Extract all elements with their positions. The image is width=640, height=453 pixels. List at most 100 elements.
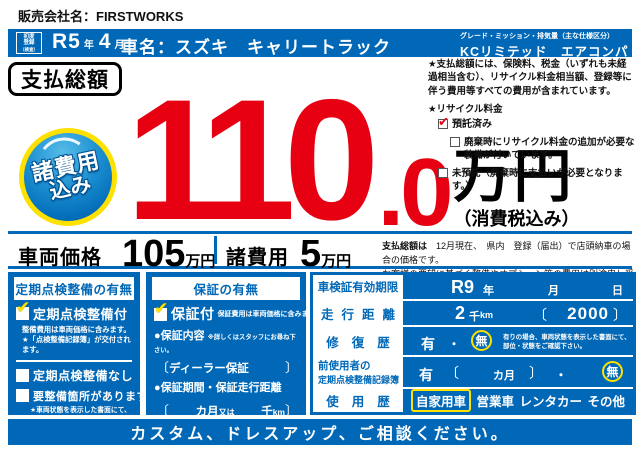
checkbox-maintenance-needed[interactable]: [16, 389, 29, 403]
price-decimal: .0: [377, 139, 453, 247]
badge-line: 初度: [23, 34, 35, 40]
registration-date: R5 年 4 月: [52, 30, 130, 54]
inspection-expiry-label: 車検証有効期限: [313, 275, 403, 299]
vehicle-price-value: 105万円: [122, 235, 215, 273]
warranty-km: 千: [261, 406, 273, 418]
red-check-icon: ✔: [438, 114, 449, 130]
warranty-content-note: ※詳しくはスタッフにお尋ね下さい。: [154, 334, 296, 354]
maintenance-title: 定期点検整備の有無: [14, 277, 134, 300]
price-note1: 12月現在、 県内 登録（届出）で店頭納車の場合の価格です。: [382, 241, 631, 265]
maintenance-note: 整備費用は車両価格に含みます。: [22, 325, 131, 334]
badge-line: 登録: [23, 40, 35, 47]
reg-era: R5: [52, 30, 81, 53]
grade-value: KCリミテッド エアコンパワステ: [460, 45, 629, 78]
inspection-year-unit: 年: [483, 285, 494, 297]
mileage-unit-sub: km: [480, 310, 494, 320]
yellow-check-icon: ✔: [154, 298, 169, 318]
bracket: 〕: [284, 360, 298, 375]
usage-history-value: 自家用車 営業車 レンタカー その他: [403, 389, 633, 412]
checkbox-not-deposited[interactable]: [438, 167, 448, 178]
recycle-deposited-option: ✔ 預託済み: [428, 114, 636, 132]
grade-block: グレード・ミッション・排気量（主な仕様区分） KCリミテッド エアコンパワステ: [460, 31, 632, 79]
divider: [214, 236, 217, 264]
fees-unit: 万円: [321, 253, 352, 270]
maintenance-needed-option: 要整備箇所があります: [16, 388, 148, 404]
maintenance-without-label: 定期点検整備なし: [33, 368, 134, 383]
total-price-notes: ★支払総額には、保険料、税金（いずれも未経過相当含む）、リサイクル料金相当額、登…: [428, 58, 636, 197]
bracket: 〕: [285, 403, 299, 418]
reg-month-unit: 月: [114, 40, 125, 51]
fees-included-badge: 諸費用 込み: [15, 124, 121, 230]
checkbox-warranty-with[interactable]: ✔: [154, 299, 168, 321]
add-equipment-label: 廃棄時にリサイクル料金の追加が必要な装備が付いています。: [464, 137, 635, 162]
repair-note: 有りの場合、車両状態を表示した書面にて、 部位・状態をご確認下さい。: [503, 333, 635, 352]
checkbox-maintenance-without[interactable]: [16, 368, 29, 382]
inspection-expiry-row: 車検証有効期限 R9 年 月 日: [313, 275, 633, 301]
divider: [8, 231, 632, 234]
dealer-name: 販売会社名：FIRSTWORKS: [18, 9, 184, 24]
mileage-number: 2: [455, 303, 466, 323]
reg-era-unit: 年: [83, 40, 94, 51]
mileage-row: 走行距離 2 千 km 〔 2000 〕: [313, 301, 633, 327]
bracket: 〔: [156, 360, 170, 375]
record-no-selected: 無: [602, 361, 623, 382]
maintenance-without-option: 定期点検整備なし: [16, 367, 134, 384]
usage-history-row: 使用歴 自家用車 営業車 レンタカー その他: [313, 389, 633, 412]
bracket: 〔: [156, 403, 170, 418]
record-months: カ月: [493, 370, 515, 382]
maintenance-with-option: ✔ 定期点検整備付: [16, 298, 132, 323]
maintenance-record-value: 有 〔 カ月 〕 ・ 無: [403, 357, 633, 387]
repair-note-line: 部位・状態をご確認下さい。: [503, 343, 587, 351]
inspection-era: R9: [451, 277, 475, 297]
maintenance-record-label: 前使用者の 定期点検整備記録簿: [313, 357, 403, 387]
divider: [8, 266, 632, 269]
price-unit: 万円: [453, 143, 574, 209]
maintenance-with-label: 定期点検整備付: [33, 307, 128, 322]
warranty-period-value: 〔 カ月 又は 千 km 〕: [156, 400, 298, 419]
repair-no: 無: [475, 334, 488, 348]
inspection-day-unit: 日: [612, 285, 623, 297]
bottom-banner: カスタム、ドレスアップ、ご相談ください。: [8, 419, 632, 445]
warranty-months: カ月: [195, 406, 219, 418]
warranty-title: 保証の有無: [152, 277, 300, 300]
reg-month: 4: [98, 30, 112, 53]
warranty-or: 又は: [218, 408, 235, 417]
yellow-check-icon: ✔: [16, 298, 31, 317]
warranty-km-unit: km: [272, 407, 285, 417]
total-note: ★支払総額には、保険料、税金（いずれも未経過相当含む）、リサイクル料金相当額、登…: [428, 59, 632, 97]
warranty-box: 保証の有無 ✔ 保証付 保証費用は車両価格に含みます。 ●保証内容 ※詳しくはス…: [146, 272, 322, 449]
total-price: 110 .0 万円 （消費税込み）: [126, 53, 580, 247]
repair-history-value: 有 ・ 無 有りの場合、車両状態を表示した書面にて、 部位・状態をご確認下さい。: [403, 327, 633, 355]
price-note1-prefix: 支払総額は: [382, 241, 428, 251]
recycle-fee-title: ★リサイクル料金: [428, 103, 503, 115]
checkbox-maintenance-with[interactable]: ✔: [16, 298, 30, 320]
grade-caption: グレード・ミッション・排気量（主な仕様区分）: [460, 33, 614, 40]
warranty-with-note: 保証費用は車両価格に含みます。: [217, 311, 322, 318]
repair-history-row: 修復歴 有 ・ 無 有りの場合、車両状態を表示した書面にて、 部位・状態をご確認…: [313, 327, 633, 357]
tax-included-note: （消費税込み）: [453, 209, 580, 229]
checkbox-add-equipment[interactable]: [450, 137, 460, 148]
repair-history-label: 修復歴: [313, 327, 403, 355]
header-bar: 初度 登録 （検査） R5 年 4 月 車名：スズキ キャリートラック グレード…: [8, 29, 632, 78]
divider: [16, 359, 132, 362]
price-unit-block: 万円 （消費税込み）: [453, 143, 580, 231]
vehicle-price-number: 105: [122, 233, 186, 275]
warranty-content-title: ●保証内容: [154, 330, 205, 342]
deposited-label: 預託済み: [452, 119, 492, 131]
usage-business: 営業車: [476, 395, 514, 409]
maintenance-needed-label: 要整備箇所があります: [33, 390, 148, 403]
fees-included-badge-inner: 諸費用 込み: [15, 124, 121, 230]
inspection-expiry-value: R9 年 月 日: [403, 275, 633, 299]
checkbox-deposited[interactable]: ✔: [438, 114, 449, 130]
repair-no-selected: 無: [471, 330, 492, 351]
maintenance-note: ★「点検整備記録簿」が交付されます。: [22, 334, 131, 354]
first-registration-badge: 初度 登録 （検査）: [16, 32, 42, 54]
mileage-value: 2 千 km 〔 2000 〕: [403, 301, 633, 325]
repair-yes: 有: [421, 336, 435, 352]
fees-value: 5万円: [300, 235, 351, 273]
car-name: 車名：スズキ キャリートラック: [121, 38, 391, 57]
recycle-not-deposited-option: 未預託（廃棄時に支払いが必要となります。）: [428, 167, 636, 194]
total-payment-label: 支払総額: [8, 62, 122, 96]
warranty-with-option: ✔ 保証付 保証費用は車両価格に含みます。: [154, 299, 322, 324]
dealer-warranty-label: ディーラー保証: [169, 363, 249, 375]
